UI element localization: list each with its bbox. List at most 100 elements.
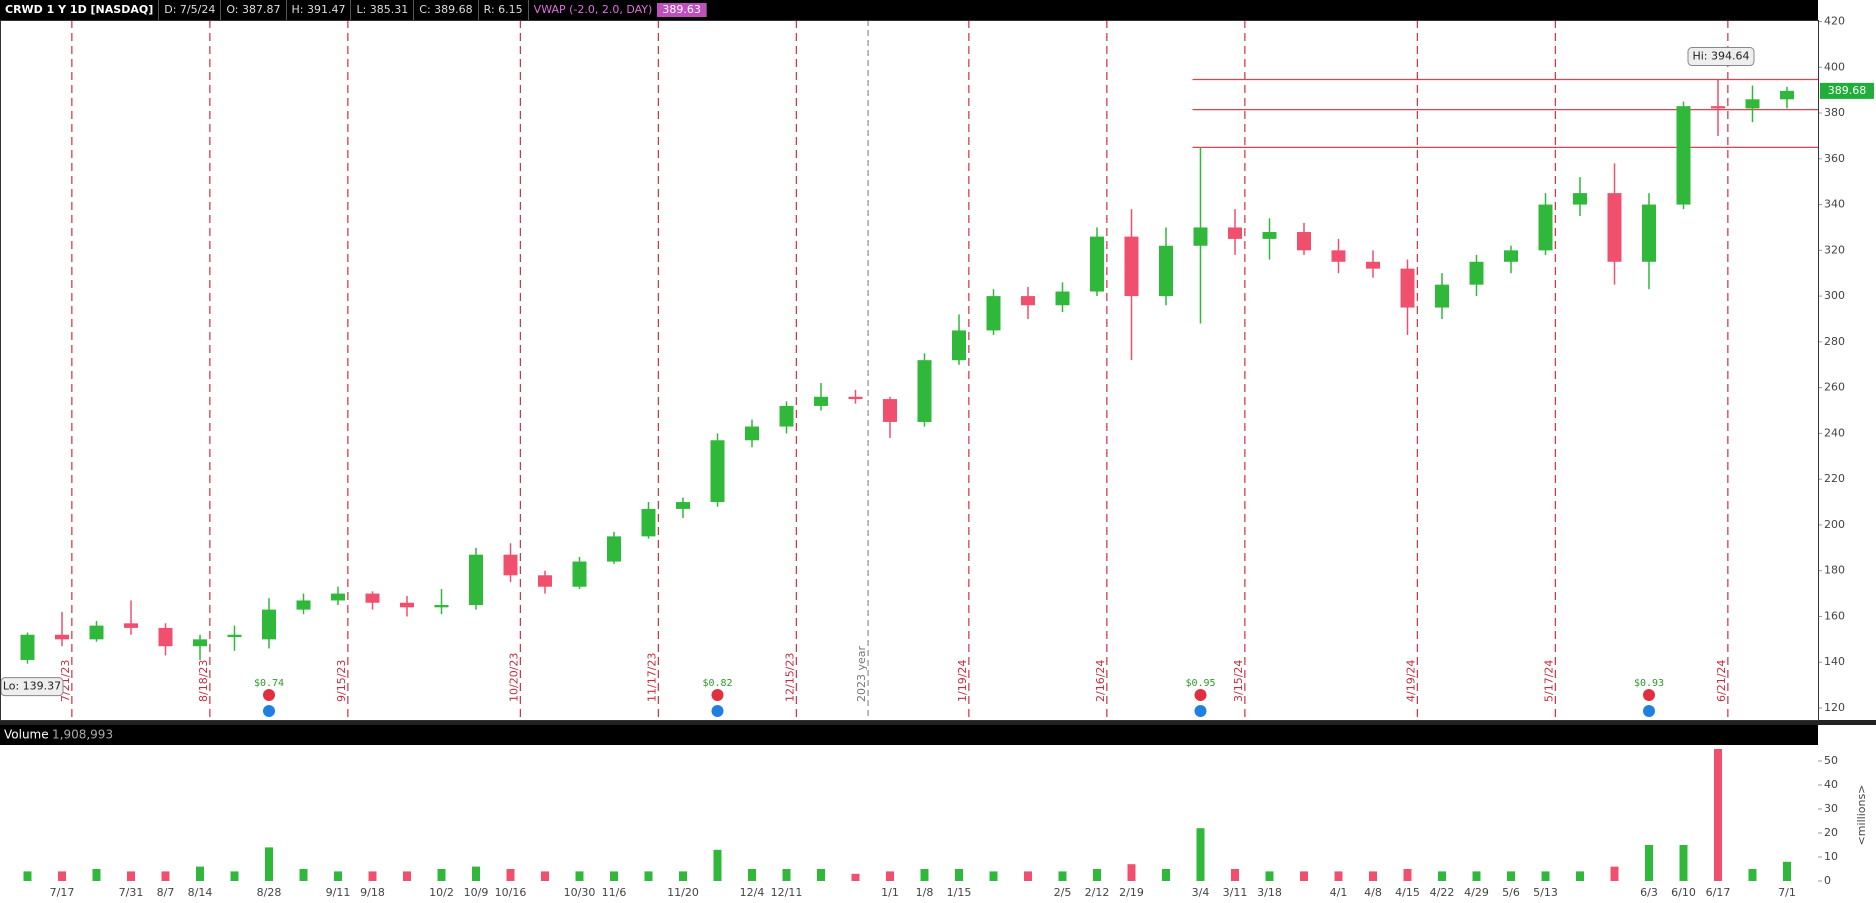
candle-body [1228,227,1242,239]
volume-bar [1472,871,1481,881]
volume-bar [679,871,687,881]
expiration-label: 11/17/23 [645,653,658,702]
volume-bar [1334,871,1343,881]
x-tick-label: 4/22 [1430,886,1455,899]
volume-bar [575,871,584,881]
candle-body [607,536,621,562]
volume-bar [1576,871,1584,881]
volume-bar [92,869,101,881]
y-tick-label: 260 [1824,381,1845,394]
volume-bar [1058,871,1067,881]
x-tick-label: 2/12 [1085,886,1110,899]
candle-body [1193,227,1208,246]
candle-body [1400,268,1415,308]
date: D: 7/5/24 [159,0,222,20]
vwap: VWAP (-2.0, 2.0, DAY) [533,3,653,16]
x-tick-label: 2/19 [1119,886,1144,899]
candle-body [814,396,828,406]
volume-tick-label: 30 [1824,802,1838,815]
earnings-icon [711,689,724,701]
x-tick-label: 3/18 [1257,886,1282,899]
expiration-label: 3/15/24 [1232,660,1245,702]
volume-title: Volume [4,728,49,742]
candle-body [779,405,794,427]
candle-body [710,440,725,503]
volume-bar [1127,864,1136,881]
volume-bar [1748,869,1757,881]
x-tick-label: 5/13 [1533,886,1558,899]
candle-body [434,605,449,608]
x-tick-label: 2/5 [1054,886,1072,899]
candle-body [1021,296,1035,306]
earnings-icon [263,689,275,701]
volume-bar [334,871,342,881]
volume-bar [1541,871,1550,881]
open: O: 387.87 [221,0,287,20]
volume-bar [127,871,135,881]
y-tick-label: 360 [1824,152,1845,165]
volume-bar [748,869,756,881]
volume-bar [403,871,411,881]
y-tick-label: 200 [1824,518,1845,531]
x-tick-label: 8/28 [257,886,282,899]
candle-body [1331,250,1346,262]
volume-bar [886,871,894,881]
candle-body [1676,106,1691,205]
volume-tick-label: 40 [1824,778,1838,791]
volume-bar [1438,871,1446,881]
y-tick-label: 140 [1824,655,1845,668]
x-tick-label: 3/11 [1223,886,1248,899]
x-tick-label: 9/11 [326,886,351,899]
candle-body [986,296,1001,331]
y-tick-label: 120 [1824,701,1845,714]
x-tick-label: 8/14 [188,886,213,899]
x-tick-label: 6/3 [1640,886,1658,899]
y-tick-label: 160 [1824,609,1845,622]
candle-body [469,554,483,606]
y-tick-label: 280 [1824,335,1845,348]
candle-body [1366,261,1380,269]
dividend-icon [1643,705,1655,717]
x-tick-label: 8/7 [157,886,175,899]
volume-last: 1,908,993 [52,728,113,742]
year-label: 2023 year [855,645,868,702]
candle-body [676,502,690,509]
volume-bar [506,869,515,881]
candle-body [1090,236,1104,292]
volume-bar [265,847,273,881]
candle-body [1469,261,1484,285]
volume-bar [817,869,825,881]
hi-box [1687,47,1755,67]
chart-border [0,20,1819,721]
x-tick-label: 12/4 [740,886,765,899]
dividend-icon [1194,705,1207,717]
volume-tick-label: 0 [1824,874,1831,887]
volume-bar [1265,871,1274,881]
high: H: 391.47 [287,0,352,20]
expiration-label: 4/19/24 [1404,660,1417,702]
candle-body [952,330,966,361]
volume-bar [1610,866,1619,881]
x-tick-label: 1/8 [916,886,934,899]
candle-body [227,634,242,638]
candle-body [1573,193,1587,205]
candle-body [1124,236,1139,297]
eps-label: $0.93 [1634,678,1664,689]
expiration-label: 9/15/23 [335,660,348,702]
candle-body [55,634,69,640]
lo-label: Lo: 139.37 [3,680,61,693]
expiration-label: 6/21/24 [1715,660,1728,702]
candle-body [296,600,311,610]
candle-body [1297,232,1311,251]
volume-bar [1162,869,1170,881]
y-tick-label: 320 [1824,243,1845,256]
candle-body [331,593,345,601]
eps-label: $0.95 [1185,678,1215,689]
volume-bar [1507,871,1515,881]
candle-body [193,639,207,647]
candle-body [1504,250,1518,262]
volume-bar [610,871,618,881]
volume-bar [713,849,722,881]
volume-bar [1783,861,1791,881]
candle-body [883,399,897,422]
